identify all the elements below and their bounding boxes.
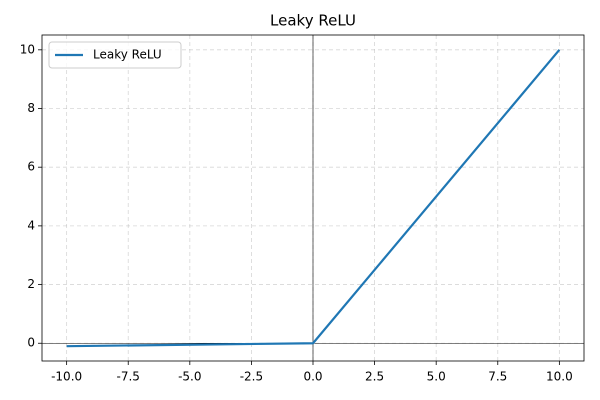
chart-title: Leaky ReLU [270, 12, 356, 30]
y-tick-label: 8 [27, 101, 35, 115]
x-tick-label: 2.5 [365, 370, 384, 384]
x-tick-label: 7.5 [488, 370, 507, 384]
legend-box [48, 41, 182, 69]
line-series [66, 49, 561, 348]
x-tick-label: -10.0 [51, 370, 82, 384]
x-tick-label: 0.0 [303, 370, 322, 384]
x-tick-label: 10.0 [546, 370, 573, 384]
x-tick-label: -5.0 [178, 370, 201, 384]
plot-frame [41, 34, 585, 362]
y-tick-label: 4 [27, 218, 35, 232]
x-tick-label: 5.0 [427, 370, 446, 384]
y-tick-label: 10 [20, 42, 35, 56]
y-tick-label: 0 [27, 336, 35, 350]
y-tick-label: 2 [27, 277, 35, 291]
x-tick-label: -7.5 [117, 370, 140, 384]
x-tick-label: -2.5 [240, 370, 263, 384]
legend-label: Leaky ReLU [93, 48, 162, 62]
y-tick-label: 6 [27, 160, 35, 174]
